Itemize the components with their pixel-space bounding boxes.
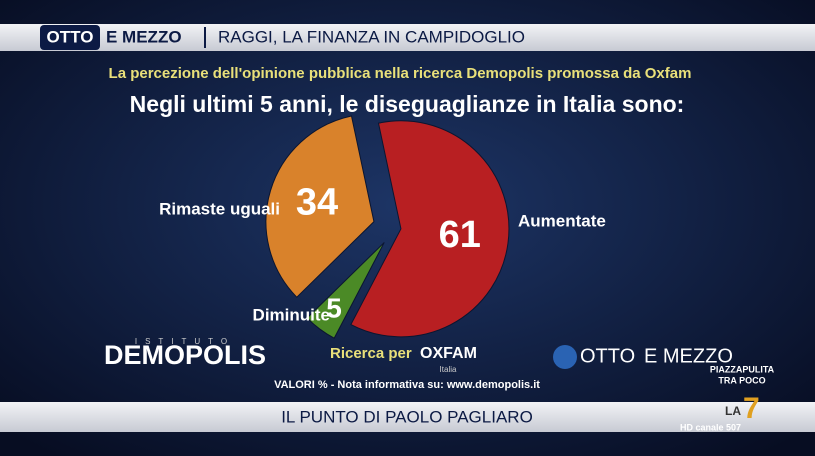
hd-channel: HD canale 507 <box>680 422 741 432</box>
value-label: 61 <box>439 214 481 256</box>
value-label: 5 <box>326 292 342 323</box>
category-label: Aumentate <box>518 211 606 230</box>
show-logo-icon <box>553 345 577 369</box>
chart-subtitle: La percezione dell'opinione pubblica nel… <box>109 65 692 82</box>
institute-small: ISTITUTO <box>135 337 235 346</box>
show-badge <box>40 25 100 50</box>
show-logo-right: E MEZZO <box>644 345 733 367</box>
institute-logo: DEMOPOLIS <box>104 340 266 370</box>
channel-num: 7 <box>743 392 760 425</box>
next-time: TRA POCO <box>718 375 765 385</box>
chart-title: Negli ultimi 5 anni, le diseguaglianze i… <box>130 91 685 117</box>
pie-slice <box>350 120 510 338</box>
pie-slice <box>265 115 375 298</box>
show-right: E MEZZO <box>106 27 182 46</box>
header-bar <box>0 24 815 51</box>
category-label: Rimaste uguali <box>159 199 280 218</box>
show-logo-left: OTTO <box>580 345 635 367</box>
next-show: PIAZZAPULITA <box>710 364 775 374</box>
note: VALORI % - Nota informativa su: www.demo… <box>274 379 540 391</box>
headline: RAGGI, LA FINANZA IN CAMPIDOGLIO <box>218 27 525 46</box>
show-left: OTTO <box>47 27 94 46</box>
segment-title: IL PUNTO DI PAOLO PAGLIARO <box>281 407 533 426</box>
footer-bar <box>0 402 815 432</box>
category-label: Diminuite <box>253 305 330 324</box>
channel-la: LA <box>725 404 741 418</box>
value-label: 34 <box>296 182 338 224</box>
oxfam-country: Italia <box>440 365 457 374</box>
pie-slice <box>306 242 385 339</box>
oxfam-logo: OXFAM <box>420 345 477 362</box>
research-for: Ricerca per <box>330 345 412 362</box>
